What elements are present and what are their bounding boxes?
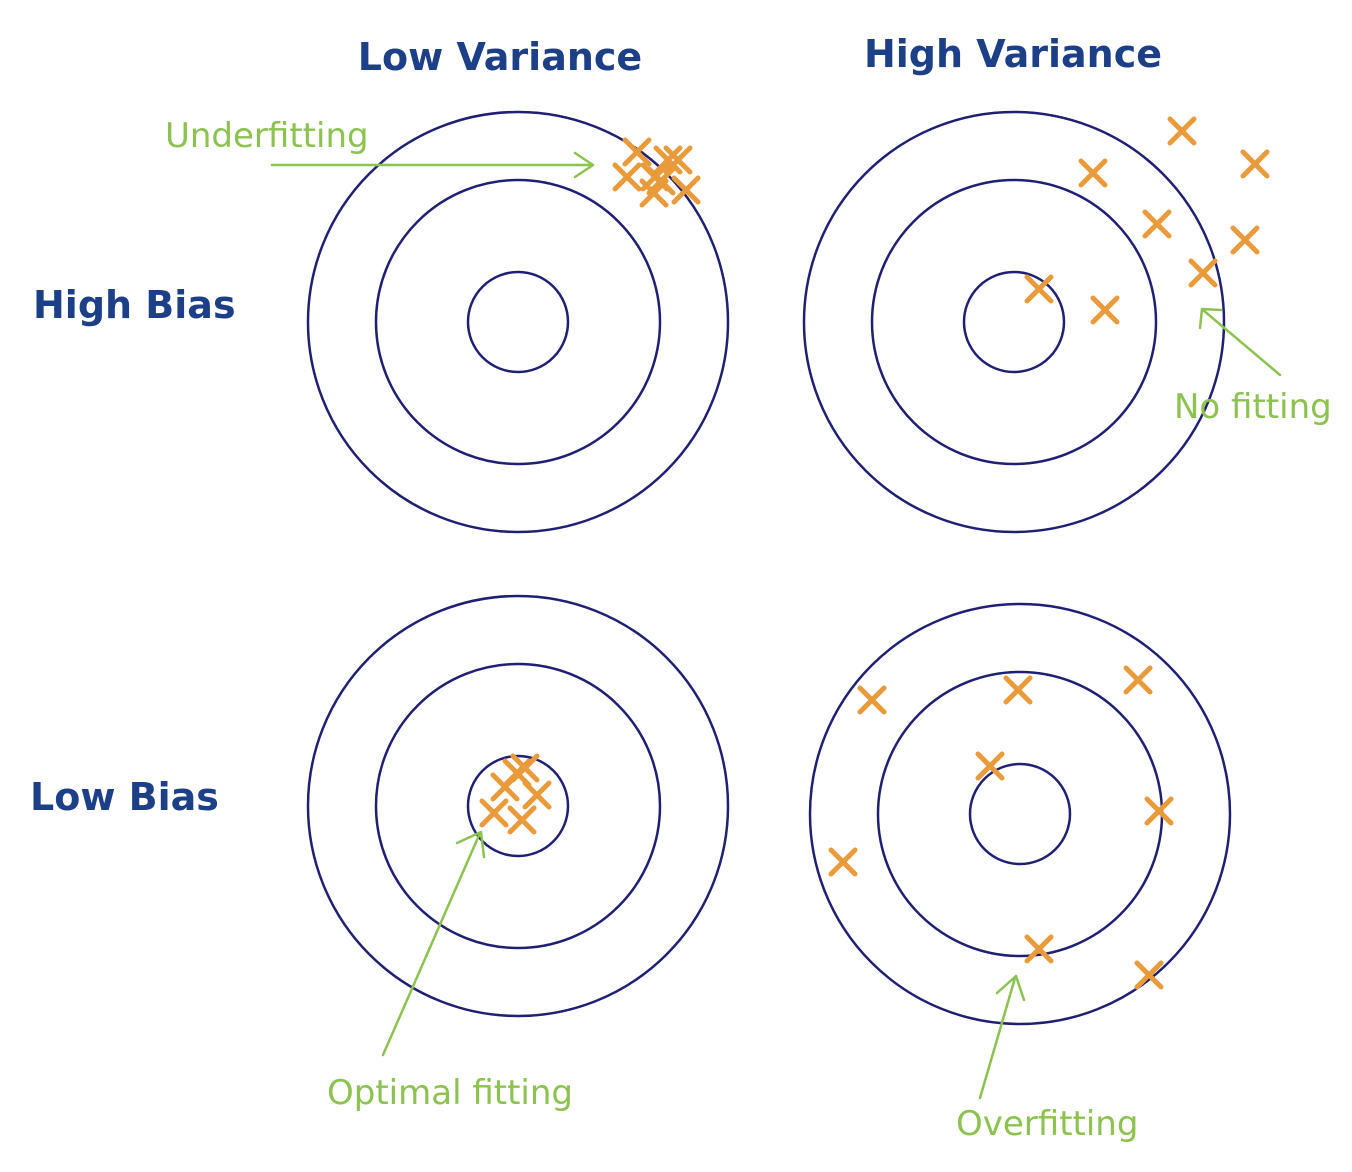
hit-mark-high-bias-high-variance-1 [1167,116,1197,146]
middle-ring [374,662,662,950]
underfitting-label: Underfitting [165,116,369,156]
target-high-bias-low-variance [306,110,730,534]
bullseye-ring [466,754,570,858]
hit-mark-high-bias-low-variance-7 [671,175,701,205]
underfitting-arrow [270,151,595,179]
hit-mark-low-bias-high-variance-3 [1003,675,1033,705]
outer-ring [802,110,1226,534]
hit-mark-low-bias-high-variance-1 [1123,665,1153,695]
outer-ring [306,594,730,1018]
overfitting-label: Overfitting [956,1104,1138,1144]
hit-mark-high-bias-high-variance-8 [1090,295,1120,325]
middle-ring [870,178,1158,466]
hit-mark-high-bias-low-variance-8 [639,178,669,208]
hit-mark-high-bias-low-variance-3 [663,145,693,175]
hit-mark-low-bias-low-variance-4 [479,798,509,828]
hit-mark-high-bias-high-variance-5 [1230,225,1260,255]
no-fitting-arrow [1198,307,1282,377]
outer-ring [808,602,1232,1026]
hit-mark-high-bias-low-variance-4 [612,162,642,192]
no-fitting-label: No fitting [1174,387,1332,427]
hit-mark-low-bias-high-variance-7 [1024,934,1054,964]
hit-mark-high-bias-high-variance-4 [1142,209,1172,239]
hit-mark-high-bias-high-variance-2 [1240,149,1270,179]
row-heading-high-bias: High Bias [33,283,236,327]
target-high-bias-high-variance [802,110,1226,534]
outer-ring [306,110,730,534]
row-heading-low-bias: Low Bias [30,775,219,819]
target-low-bias-low-variance [306,594,730,1018]
middle-ring [374,178,662,466]
bullseye-ring [968,762,1072,866]
target-low-bias-high-variance [808,602,1232,1026]
hit-mark-low-bias-high-variance-6 [828,847,858,877]
hit-mark-low-bias-low-variance-6 [502,758,532,788]
hit-mark-high-bias-high-variance-3 [1078,158,1108,188]
hit-mark-low-bias-high-variance-2 [857,685,887,715]
hit-mark-high-bias-high-variance-7 [1024,274,1054,304]
hit-mark-low-bias-high-variance-8 [1134,960,1164,990]
hit-mark-low-bias-low-variance-5 [507,805,537,835]
hit-mark-high-bias-low-variance-2 [653,145,683,175]
column-heading-high-variance: High Variance [864,32,1162,76]
hit-mark-low-bias-high-variance-5 [1144,796,1174,826]
optimal-fitting-arrow [381,830,486,1057]
bullseye-ring [466,270,570,374]
bullseye-ring [962,270,1066,374]
column-heading-low-variance: Low Variance [358,35,642,79]
hit-mark-high-bias-high-variance-6 [1188,258,1218,288]
hit-marks [479,116,1270,990]
hit-mark-high-bias-low-variance-1 [622,137,652,167]
hit-mark-low-bias-high-variance-4 [975,751,1005,781]
optimal-fitting-label: Optimal fitting [327,1073,573,1113]
middle-ring [876,670,1164,958]
overfitting-arrow [978,974,1026,1100]
